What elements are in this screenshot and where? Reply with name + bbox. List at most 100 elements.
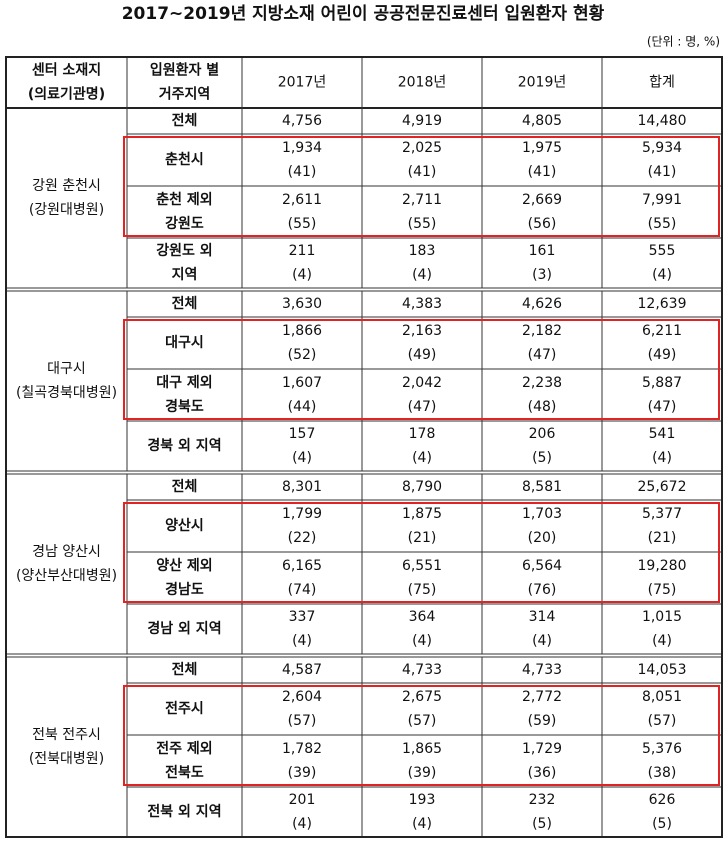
cell-value: 2,025 — [402, 140, 442, 156]
row-label: 경북 외 지역 — [147, 437, 221, 454]
cell-value: 541 — [649, 426, 676, 442]
row-label: 전체 — [172, 661, 198, 678]
cell-value: (4) — [292, 816, 312, 832]
cell-value: 2,772 — [522, 689, 562, 705]
center-name: (강원대병원) — [29, 202, 104, 218]
cell-value: 1,799 — [282, 506, 322, 522]
cell-value: (5) — [652, 816, 672, 832]
cell-value: (41) — [528, 164, 557, 180]
cell-value: (4) — [412, 816, 432, 832]
cell-value: 5,887 — [642, 375, 682, 391]
cell-value: 5,934 — [642, 140, 682, 156]
row-label: 지역 — [172, 266, 198, 283]
cell-value: 2,042 — [402, 375, 442, 391]
cell-value: (4) — [412, 267, 432, 283]
cell-value: 2,669 — [522, 192, 562, 208]
cell-value: (41) — [408, 164, 437, 180]
cell-value: 1,015 — [642, 609, 682, 625]
cell-value: 178 — [409, 426, 436, 442]
cell-value: 1,866 — [282, 323, 322, 339]
row-label: 대구 제외 — [156, 374, 212, 391]
cell-value: (55) — [288, 216, 317, 232]
cell-value: (4) — [652, 267, 672, 283]
cell-value: 4,756 — [282, 113, 322, 129]
cell-value: (49) — [408, 347, 437, 363]
cell-value: 7,991 — [642, 192, 682, 208]
row-label: 춘천 제외 — [156, 191, 212, 208]
center-name: (양산부산대병원) — [16, 568, 117, 584]
row-label: 전체 — [172, 295, 198, 312]
cell-value: 14,053 — [638, 662, 687, 678]
cell-value: 19,280 — [638, 558, 687, 574]
row-label: 전체 — [172, 112, 198, 129]
cell-value: (41) — [648, 164, 677, 180]
cell-value: (21) — [408, 530, 437, 546]
cell-value: (39) — [408, 765, 437, 781]
cell-value: (20) — [528, 530, 557, 546]
cell-value: (4) — [652, 450, 672, 466]
cell-value: 1,865 — [402, 741, 442, 757]
cell-value: 6,551 — [402, 558, 442, 574]
cell-value: (44) — [288, 399, 317, 415]
cell-value: (47) — [408, 399, 437, 415]
cell-value: 201 — [289, 792, 316, 808]
cell-value: (49) — [648, 347, 677, 363]
cell-value: (4) — [532, 633, 552, 649]
cell-value: (57) — [648, 713, 677, 729]
cell-value: (4) — [412, 450, 432, 466]
cell-value: 211 — [289, 243, 316, 259]
cell-value: (4) — [412, 633, 432, 649]
cell-value: (52) — [288, 347, 317, 363]
center-name: (칠곡경북대병원) — [16, 385, 117, 401]
cell-value: 6,564 — [522, 558, 562, 574]
center-name: 대구시 — [47, 361, 86, 377]
cell-value: 314 — [529, 609, 556, 625]
center-name: 전북 전주시 — [32, 727, 101, 743]
cell-value: 1,975 — [522, 140, 562, 156]
cell-value: (55) — [408, 216, 437, 232]
column-header: 2018년 — [398, 75, 447, 91]
cell-value: (39) — [288, 765, 317, 781]
center-name: 경남 양산시 — [32, 544, 101, 560]
column-header: 거주지역 — [159, 86, 211, 103]
column-header: 입원환자 별 — [150, 62, 219, 79]
highlight-box — [123, 136, 720, 237]
row-label: 강원도 외 — [156, 242, 212, 259]
cell-value: 1,875 — [402, 506, 442, 522]
cell-value: (38) — [648, 765, 677, 781]
cell-value: (59) — [528, 713, 557, 729]
cell-value: 183 — [409, 243, 436, 259]
column-header: 2019년 — [518, 75, 567, 91]
row-label: 강원도 — [165, 215, 204, 232]
cell-value: 25,672 — [638, 479, 687, 495]
cell-value: 4,626 — [522, 296, 562, 312]
center-name: (전북대병원) — [29, 751, 104, 767]
row-label: 경남 외 지역 — [147, 620, 221, 637]
cell-value: 6,165 — [282, 558, 322, 574]
unit-note: (단위 : 명, %) — [647, 35, 720, 49]
column-header: 센터 소재지 — [32, 63, 101, 79]
row-label: 양산 제외 — [156, 557, 212, 574]
cell-value: 2,611 — [282, 192, 322, 208]
table-border — [5, 56, 723, 838]
cell-value: (4) — [292, 267, 312, 283]
cell-value: 2,675 — [402, 689, 442, 705]
cell-value: (57) — [408, 713, 437, 729]
cell-value: 193 — [409, 792, 436, 808]
cell-value: (57) — [288, 713, 317, 729]
highlight-box — [123, 502, 720, 603]
cell-value: (36) — [528, 765, 557, 781]
cell-value: 2,604 — [282, 689, 322, 705]
cell-value: 4,919 — [402, 113, 442, 129]
cell-value: 161 — [529, 243, 556, 259]
cell-value: 4,805 — [522, 113, 562, 129]
cell-value: (4) — [292, 450, 312, 466]
row-label: 전체 — [172, 478, 198, 495]
cell-value: (21) — [648, 530, 677, 546]
row-label: 전주시 — [165, 700, 204, 717]
cell-value: (76) — [528, 582, 557, 598]
cell-value: 4,733 — [402, 662, 442, 678]
cell-value: 157 — [289, 426, 316, 442]
column-header: 2017년 — [278, 75, 327, 91]
